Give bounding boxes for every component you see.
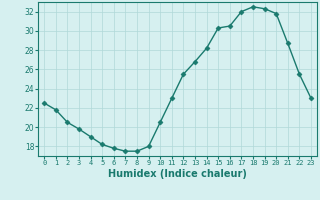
X-axis label: Humidex (Indice chaleur): Humidex (Indice chaleur): [108, 169, 247, 179]
